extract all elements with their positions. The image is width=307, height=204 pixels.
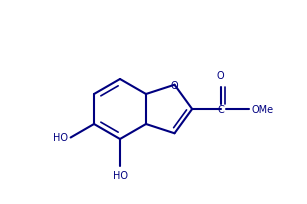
- Text: O: O: [171, 80, 178, 90]
- Text: C: C: [217, 104, 224, 114]
- Text: O: O: [217, 71, 224, 81]
- Text: OMe: OMe: [251, 104, 273, 114]
- Text: HO: HO: [52, 133, 68, 143]
- Text: HO: HO: [112, 170, 127, 180]
